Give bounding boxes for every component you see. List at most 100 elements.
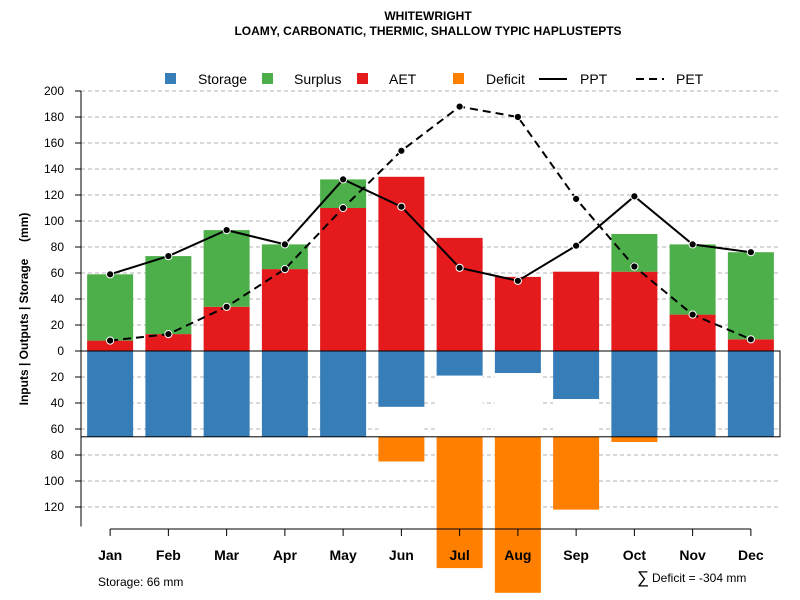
ppt-point-oct — [630, 192, 639, 201]
y-tick-label: 100 — [44, 214, 64, 228]
storage-footer: Storage: 66 mm — [98, 575, 183, 589]
x-tick-label-mar: Mar — [214, 547, 239, 563]
pet-point-nov — [688, 310, 697, 319]
ppt-point-apr — [280, 240, 289, 249]
x-tick-label-jun: Jun — [389, 547, 414, 563]
storage-utilization-aug — [494, 373, 541, 437]
x-tick-label-sep: Sep — [563, 547, 589, 563]
storage-utilization-jun — [378, 406, 425, 437]
legend-label-pet: PET — [676, 71, 704, 87]
x-tick-label-apr: Apr — [273, 547, 298, 563]
x-tick-label-feb: Feb — [156, 547, 181, 563]
legend-label-storage: Storage — [198, 71, 247, 87]
legend-label-aet: AET — [389, 71, 417, 87]
pet-point-jun — [397, 146, 406, 155]
storage-bar-jul — [436, 351, 483, 376]
sum-symbol-icon: ∑ — [637, 568, 649, 587]
y-tick-label: 80 — [51, 448, 65, 462]
storage-bar-apr — [261, 351, 308, 437]
legend-swatch-deficit — [453, 73, 464, 84]
y-tick-label: 100 — [44, 474, 64, 488]
ppt-point-may — [339, 175, 348, 184]
storage-bar-may — [320, 351, 367, 437]
y-tick-label: 40 — [51, 292, 65, 306]
chart-subtitle: LOAMY, CARBONATIC, THERMIC, SHALLOW TYPI… — [234, 24, 621, 38]
x-tick-label-jul: Jul — [450, 547, 470, 563]
storage-bar-jun — [378, 351, 425, 407]
y-tick-label: 200 — [44, 84, 64, 98]
ppt-point-nov — [688, 240, 697, 249]
pet-point-mar — [222, 302, 231, 311]
ppt-point-feb — [164, 252, 173, 261]
surplus-bar-may — [320, 179, 367, 208]
pet-point-jul — [455, 102, 464, 111]
y-tick-label: 20 — [51, 318, 65, 332]
surplus-bar-jan — [87, 274, 134, 341]
y-tick-label: 60 — [51, 422, 65, 436]
ppt-point-jul — [455, 263, 464, 272]
legend: Storage Surplus AET Deficit PPT PET — [165, 71, 704, 87]
legend-swatch-surplus — [262, 73, 273, 84]
aet-bar-dec — [727, 339, 774, 351]
x-tick-label-may: May — [330, 547, 357, 563]
y-tick-label: 160 — [44, 136, 64, 150]
lines — [106, 102, 755, 345]
x-tick-label-oct: Oct — [623, 547, 647, 563]
gridlines — [81, 90, 780, 508]
deficit-bar-jul — [436, 436, 483, 569]
y-tick-label: 60 — [51, 266, 65, 280]
pet-point-jan — [106, 336, 115, 345]
pet-point-feb — [164, 330, 173, 339]
x-axis: Jan Feb Mar Apr May Jun Jul Aug Sep Oct Nov Dec — [98, 528, 764, 563]
x-tick-label-nov: Nov — [679, 547, 706, 563]
surplus-bar-apr — [261, 244, 308, 270]
ppt-point-mar — [222, 226, 231, 235]
legend-label-deficit: Deficit — [486, 71, 525, 87]
storage-utilization-sep — [553, 399, 600, 437]
surplus-bar-nov — [669, 244, 716, 315]
y-tick-label: 80 — [51, 240, 65, 254]
storage-bar-mar — [203, 351, 250, 437]
pet-point-sep — [572, 194, 581, 203]
aet-bar-feb — [145, 334, 192, 351]
x-tick-label-dec: Dec — [738, 547, 764, 563]
y-axis: 2001801601401201008060402002040608010012… — [44, 84, 82, 527]
y-tick-label: 120 — [44, 188, 64, 202]
y-tick-label: 0 — [57, 344, 64, 358]
pet-point-aug — [513, 112, 522, 122]
surplus-bar-feb — [145, 256, 192, 335]
deficit-footer: Deficit = -304 mm — [652, 571, 746, 585]
pet-point-oct — [630, 262, 639, 271]
surplus-bar-mar — [203, 230, 250, 307]
aet-bar-jul — [436, 237, 483, 351]
aet-bar-nov — [669, 314, 716, 351]
legend-label-ppt: PPT — [580, 71, 608, 87]
aet-bar-oct — [611, 271, 658, 351]
bars — [87, 176, 774, 593]
pet-point-apr — [280, 265, 289, 274]
y-tick-label: 20 — [51, 370, 65, 384]
legend-label-surplus: Surplus — [294, 71, 341, 87]
aet-bar-apr — [261, 269, 308, 351]
y-axis-label: Inputs | Outputs | Storage (mm) — [17, 213, 31, 406]
x-tick-label-aug: Aug — [504, 547, 531, 563]
storage-bar-dec — [727, 351, 774, 437]
chart-title: WHITEWRIGHT — [384, 9, 472, 23]
aet-bar-aug — [494, 276, 541, 351]
aet-bar-sep — [553, 271, 600, 351]
aet-bar-may — [320, 208, 367, 351]
legend-swatch-aet — [357, 73, 368, 84]
pet-point-may — [339, 203, 348, 213]
pet-line — [110, 105, 752, 342]
surplus-bar-dec — [727, 252, 774, 340]
storage-bar-aug — [494, 351, 541, 374]
x-tick-label-jan: Jan — [98, 547, 122, 563]
storage-bar-oct — [611, 351, 658, 437]
storage-bar-nov — [669, 351, 716, 437]
aet-bar-jan — [87, 340, 134, 351]
deficit-bar-jun — [378, 436, 425, 462]
y-tick-label: 40 — [51, 396, 65, 410]
deficit-bar-sep — [553, 436, 600, 510]
ppt-point-jun — [397, 202, 406, 211]
